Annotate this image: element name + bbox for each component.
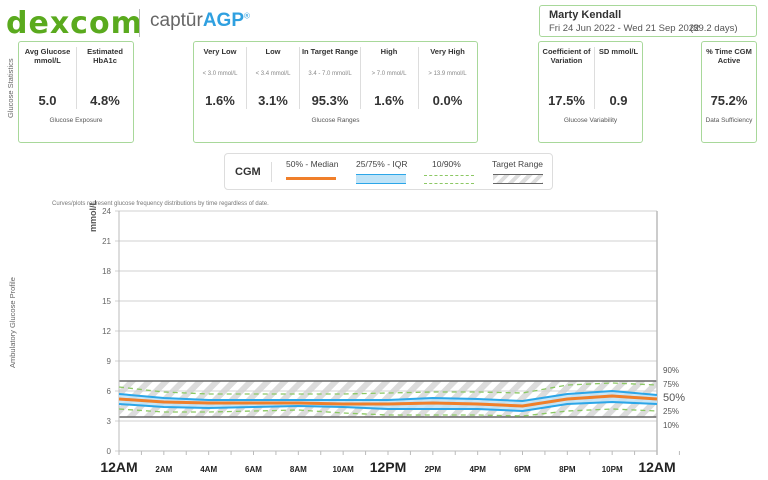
y-tick-label: 24 xyxy=(102,207,111,216)
clarity-agp-logo: captūrAGP® xyxy=(150,10,250,32)
stat-label: Coefficient of Variation xyxy=(542,47,591,65)
stat-label: Avg Glucose mmol/L xyxy=(24,47,71,65)
range-label: Very Low xyxy=(203,47,237,56)
legend-median-label: 50% - Median xyxy=(286,159,339,169)
x-tick-label: 2PM xyxy=(425,465,442,474)
glucose-ranges-box: Very Low < 3.0 mmol/L 1.6% Low < 3.4 mmol/L… xyxy=(193,41,478,143)
stat-label: Estimated HbA1c xyxy=(87,47,123,65)
chart-note: Curves/plots represent glucose frequency… xyxy=(52,201,269,207)
x-tick-label: 4PM xyxy=(469,465,486,474)
patient-box: Marty Kendall Fri 24 Jun 2022 - Wed 21 S… xyxy=(539,5,757,37)
x-tick-label: 12PM xyxy=(370,459,407,475)
y-tick-label: 18 xyxy=(102,267,111,276)
x-tick-label: 8AM xyxy=(290,465,307,474)
x-tick-label: 12AM xyxy=(100,459,137,475)
stat-value: 75.2% xyxy=(710,93,748,108)
legend-target-swatch xyxy=(493,174,543,184)
x-tick-label: 6AM xyxy=(245,465,262,474)
stat-value: 4.8% xyxy=(90,93,120,108)
percentile-label: 90% xyxy=(663,366,679,375)
box-footer: Glucose Variability xyxy=(563,117,618,124)
series-50-line xyxy=(118,394,658,408)
stat-value: 17.5% xyxy=(548,93,585,108)
y-tick-label: 21 xyxy=(102,237,111,246)
legend-p10-90-label: 10/90% xyxy=(432,159,461,169)
legend-title: CGM xyxy=(235,166,261,178)
patient-name: Marty Kendall xyxy=(549,9,622,21)
range-label: Low xyxy=(265,47,281,56)
glucose-variability-box: Coefficient of Variation 17.5% SD mmol/L 0… xyxy=(538,41,643,143)
date-range: Fri 24 Jun 2022 - Wed 21 Sep 2022 xyxy=(549,23,700,34)
legend-target-label: Target Range xyxy=(492,159,544,169)
x-tick-label: 6PM xyxy=(514,465,531,474)
y-tick-label: 6 xyxy=(107,387,112,396)
data-sufficiency-box: % Time CGM Active 75.2% Data Sufficiency xyxy=(701,41,757,143)
y-tick-label: 0 xyxy=(107,447,112,456)
legend-iqr-swatch xyxy=(356,174,406,184)
stat-label: SD mmol/L xyxy=(598,47,639,56)
x-tick-label: 10PM xyxy=(602,465,623,474)
chart-legend: CGM 50% - Median 25/75% - IQR 10/90% Tar… xyxy=(224,153,553,190)
x-tick-label: 10AM xyxy=(332,465,354,474)
range-threshold: > 7.0 mmol/L xyxy=(371,71,407,77)
x-tick-label: 2AM xyxy=(155,465,172,474)
y-tick-label: 15 xyxy=(102,297,111,306)
logo-divider xyxy=(139,9,140,37)
percentile-label: 50% xyxy=(663,392,685,404)
stat-value: 0.9 xyxy=(609,93,628,108)
range-threshold: 3.4 - 7.0 mmol/L xyxy=(308,71,352,77)
range-label: Very High xyxy=(430,47,465,56)
percentile-label: 75% xyxy=(663,380,679,389)
range-value: 1.6% xyxy=(374,93,404,108)
dexcom-logo: Dexcom xyxy=(6,6,143,41)
product-prefix: captūr xyxy=(150,10,203,31)
series-25-line xyxy=(118,401,658,412)
range-value: 95.3% xyxy=(311,93,349,108)
box-footer: Data Sufficiency xyxy=(705,117,753,124)
range-value: 3.1% xyxy=(258,93,288,108)
y-tick-label: 12 xyxy=(102,327,111,336)
x-tick-label: 12AM xyxy=(638,459,675,475)
day-count: (89.2 days) xyxy=(690,23,738,34)
product-suffix: AGP xyxy=(202,10,244,31)
box-footer: Glucose Exposure xyxy=(49,117,103,124)
range-value: 0.0% xyxy=(432,93,463,108)
stat-label: % Time CGM Active xyxy=(706,47,752,65)
legend-median-swatch xyxy=(286,177,336,180)
range-threshold: < 3.0 mmol/L xyxy=(202,71,238,77)
range-value: 1.6% xyxy=(205,93,235,108)
y-tick-label: 9 xyxy=(107,357,112,366)
range-label: In Target Range xyxy=(301,47,359,56)
series-75-line xyxy=(118,390,658,402)
range-label: High xyxy=(380,47,398,56)
stat-value: 5.0 xyxy=(38,93,57,108)
range-threshold: > 13.9 mmol/L xyxy=(428,71,467,77)
x-tick-label: 8PM xyxy=(559,465,576,474)
legend-p10-90-swatch xyxy=(424,175,474,184)
glucose-exposure-box: Avg Glucose mmol/L 5.0 Estimated HbA1c 4.8… xyxy=(18,41,134,143)
box-footer: Glucose Ranges xyxy=(311,117,360,124)
y-tick-label: 3 xyxy=(107,417,112,426)
percentile-label: 25% xyxy=(663,407,679,416)
range-threshold: < 3.4 mmol/L xyxy=(255,71,291,77)
legend-iqr-label: 25/75% - IQR xyxy=(356,159,408,169)
percentile-label: 10% xyxy=(663,421,679,430)
x-tick-label: 4AM xyxy=(200,465,217,474)
product-mark: ® xyxy=(244,11,250,21)
